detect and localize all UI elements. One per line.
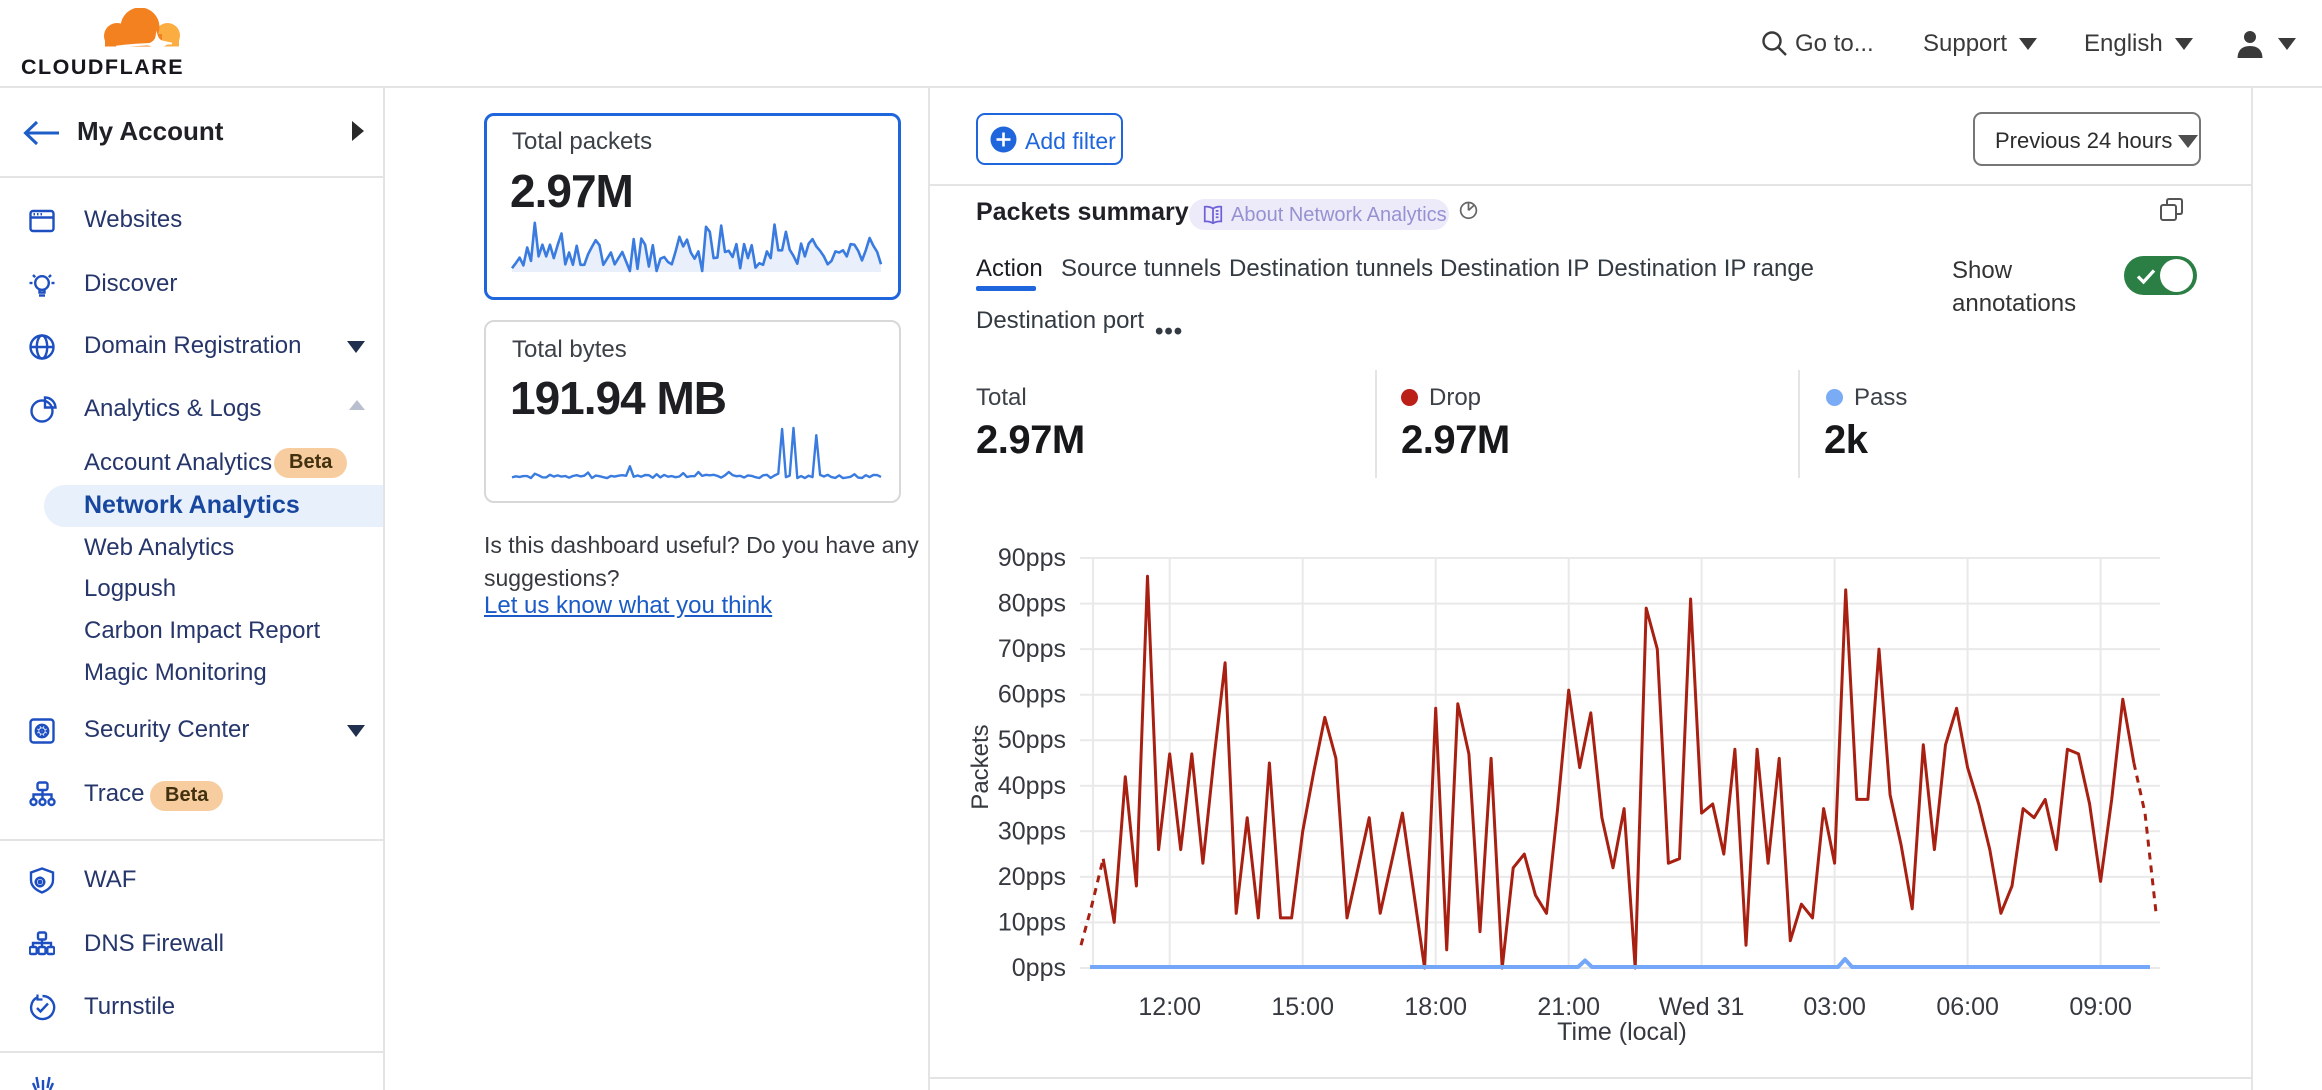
svg-text:90pps: 90pps bbox=[998, 544, 1066, 572]
svg-text:CLOUDFLARE: CLOUDFLARE bbox=[21, 55, 184, 79]
svg-text:20pps: 20pps bbox=[998, 863, 1066, 891]
svg-text:15:00: 15:00 bbox=[1271, 993, 1334, 1021]
svg-text:40pps: 40pps bbox=[998, 772, 1066, 800]
svg-text:03:00: 03:00 bbox=[1803, 993, 1866, 1021]
svg-text:70pps: 70pps bbox=[998, 635, 1066, 663]
svg-text:Wed 31: Wed 31 bbox=[1659, 993, 1745, 1021]
svg-text:0pps: 0pps bbox=[1012, 954, 1066, 982]
svg-text:18:00: 18:00 bbox=[1404, 993, 1467, 1021]
svg-text:21:00: 21:00 bbox=[1537, 993, 1600, 1021]
svg-text:30pps: 30pps bbox=[998, 817, 1066, 845]
svg-text:Time (local): Time (local) bbox=[1557, 1018, 1687, 1046]
svg-text:60pps: 60pps bbox=[998, 681, 1066, 709]
svg-text:12:00: 12:00 bbox=[1138, 993, 1201, 1021]
svg-text:06:00: 06:00 bbox=[1936, 993, 1999, 1021]
svg-text:80pps: 80pps bbox=[998, 590, 1066, 618]
svg-text:Packets: Packets bbox=[967, 724, 994, 809]
svg-text:10pps: 10pps bbox=[998, 908, 1066, 936]
svg-text:50pps: 50pps bbox=[998, 726, 1066, 754]
svg-text:09:00: 09:00 bbox=[2069, 993, 2132, 1021]
